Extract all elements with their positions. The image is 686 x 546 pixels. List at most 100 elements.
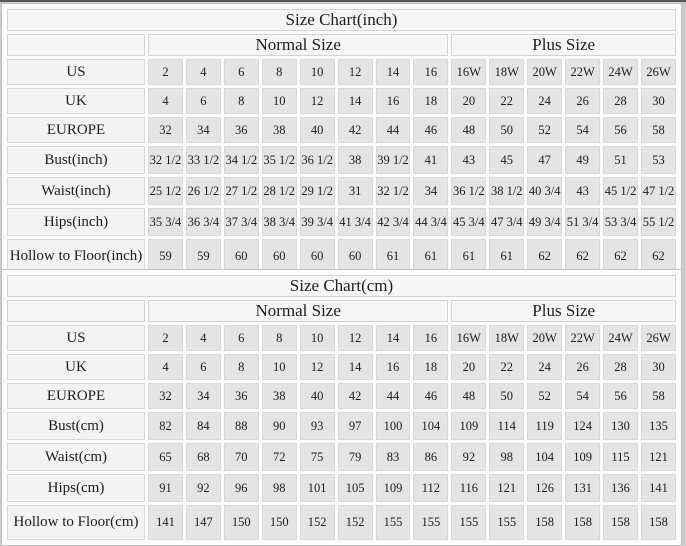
size-cell: 124 bbox=[565, 412, 601, 440]
size-cell: 155 bbox=[375, 505, 411, 540]
size-cell: 70 bbox=[223, 443, 259, 471]
size-cell: 52 bbox=[527, 117, 563, 143]
title-row: Size Chart(cm) bbox=[7, 275, 676, 297]
size-cell: 30 bbox=[640, 354, 676, 380]
size-cell: 135 bbox=[640, 412, 676, 440]
size-cell: 65 bbox=[148, 443, 183, 471]
size-cell: 4 bbox=[185, 325, 221, 351]
size-cell: 131 bbox=[565, 474, 601, 502]
row-label: Waist(cm) bbox=[7, 443, 145, 471]
size-cell: 155 bbox=[413, 505, 449, 540]
size-cell: 43 bbox=[451, 146, 487, 174]
size-cell: 35 1/2 bbox=[261, 146, 297, 174]
size-cell: 26 1/2 bbox=[185, 177, 221, 205]
size-cell: 121 bbox=[489, 474, 525, 502]
size-cell: 41 bbox=[413, 146, 449, 174]
size-cell: 101 bbox=[299, 474, 335, 502]
size-cell: 40 3/4 bbox=[527, 177, 563, 205]
size-cell: 53 3/4 bbox=[603, 208, 638, 236]
size-cell: 35 3/4 bbox=[148, 208, 183, 236]
size-cell: 49 3/4 bbox=[527, 208, 563, 236]
size-cell: 46 bbox=[413, 117, 449, 143]
size-cell: 38 1/2 bbox=[489, 177, 525, 205]
size-cell: 18 bbox=[413, 88, 449, 114]
size-cell: 31 bbox=[337, 177, 373, 205]
group-header: Plus Size bbox=[451, 300, 676, 322]
row-label: US bbox=[7, 59, 145, 85]
size-chart-inch-table: Size Chart(inch) Normal Size Plus Size US 2 4… bbox=[4, 6, 679, 277]
size-cell: 59 bbox=[185, 239, 221, 274]
row-label: Hips(inch) bbox=[7, 208, 145, 236]
size-cell: 84 bbox=[185, 412, 221, 440]
size-cell: 26W bbox=[640, 59, 676, 85]
size-cell: 150 bbox=[261, 505, 297, 540]
size-cell: 12 bbox=[337, 325, 373, 351]
table-row: Hollow to Floor(inch) 59 59 60 60 60 60 61 61 61 6… bbox=[7, 239, 676, 274]
size-cell: 100 bbox=[375, 412, 411, 440]
size-cell: 45 3/4 bbox=[451, 208, 487, 236]
table-row: Bust(cm) 82 84 88 90 93 97 100 104 109 114 119 124 13… bbox=[7, 412, 676, 440]
row-label: US bbox=[7, 325, 145, 351]
size-cell: 104 bbox=[413, 412, 449, 440]
size-cell: 28 1/2 bbox=[261, 177, 297, 205]
size-cell: 62 bbox=[640, 239, 676, 274]
size-cell: 34 bbox=[185, 117, 221, 143]
size-cell: 136 bbox=[603, 474, 638, 502]
size-cell: 119 bbox=[527, 412, 563, 440]
row-label: Bust(cm) bbox=[7, 412, 145, 440]
group-header: Plus Size bbox=[451, 34, 676, 56]
size-cell: 92 bbox=[451, 443, 487, 471]
size-cell: 14 bbox=[337, 354, 373, 380]
size-cell: 26 bbox=[565, 88, 601, 114]
size-cell: 42 bbox=[337, 117, 373, 143]
size-cell: 36 bbox=[223, 383, 259, 409]
size-cell: 56 bbox=[603, 117, 638, 143]
row-label: EUROPE bbox=[7, 117, 145, 143]
size-cell: 37 3/4 bbox=[223, 208, 259, 236]
size-cell: 86 bbox=[413, 443, 449, 471]
title-row: Size Chart(inch) bbox=[7, 9, 676, 31]
size-cell: 42 3/4 bbox=[375, 208, 411, 236]
size-cell: 16 bbox=[413, 59, 449, 85]
corner-cell bbox=[7, 300, 145, 322]
table-row: US 2 4 6 8 10 12 14 16 16W 18W 20W 22W 24W 26W bbox=[7, 325, 676, 351]
size-cell: 4 bbox=[148, 88, 183, 114]
table-row: Hips(cm) 91 92 96 98 101 105 109 112 116 121 126 131… bbox=[7, 474, 676, 502]
size-cell: 52 bbox=[527, 383, 563, 409]
size-cell: 38 bbox=[337, 146, 373, 174]
table-row: Waist(cm) 65 68 70 72 75 79 83 86 92 98 104 109 115 12… bbox=[7, 443, 676, 471]
size-cell: 75 bbox=[299, 443, 335, 471]
size-cell: 152 bbox=[337, 505, 373, 540]
size-cell: 8 bbox=[223, 354, 259, 380]
size-cell: 39 1/2 bbox=[375, 146, 411, 174]
size-cell: 79 bbox=[337, 443, 373, 471]
size-cell: 36 3/4 bbox=[185, 208, 221, 236]
size-cell: 158 bbox=[603, 505, 638, 540]
size-cell: 2 bbox=[148, 59, 183, 85]
size-cell: 55 1/2 bbox=[640, 208, 676, 236]
size-cell: 38 bbox=[261, 117, 297, 143]
table-title: Size Chart(cm) bbox=[7, 275, 676, 297]
size-cell: 12 bbox=[299, 88, 335, 114]
size-cell: 33 1/2 bbox=[185, 146, 221, 174]
size-cell: 45 bbox=[489, 146, 525, 174]
size-cell: 155 bbox=[489, 505, 525, 540]
size-cell: 83 bbox=[375, 443, 411, 471]
size-cell: 93 bbox=[299, 412, 335, 440]
size-cell: 10 bbox=[299, 59, 335, 85]
size-cell: 24 bbox=[527, 88, 563, 114]
table-row: Waist(inch) 25 1/2 26 1/2 27 1/2 28 1/2 29 1/… bbox=[7, 177, 676, 205]
size-cell: 96 bbox=[223, 474, 259, 502]
size-cell: 44 bbox=[375, 383, 411, 409]
row-label: UK bbox=[7, 354, 145, 380]
size-cell: 62 bbox=[565, 239, 601, 274]
size-cell: 82 bbox=[148, 412, 183, 440]
size-cell: 22 bbox=[489, 354, 525, 380]
size-cell: 155 bbox=[451, 505, 487, 540]
size-cell: 20W bbox=[527, 59, 563, 85]
size-cell: 126 bbox=[527, 474, 563, 502]
size-chart-inch: Size Chart(inch) Normal Size Plus Size US 2 4… bbox=[1, 3, 682, 280]
size-cell: 44 3/4 bbox=[413, 208, 449, 236]
size-cell: 36 bbox=[223, 117, 259, 143]
size-cell: 91 bbox=[148, 474, 183, 502]
